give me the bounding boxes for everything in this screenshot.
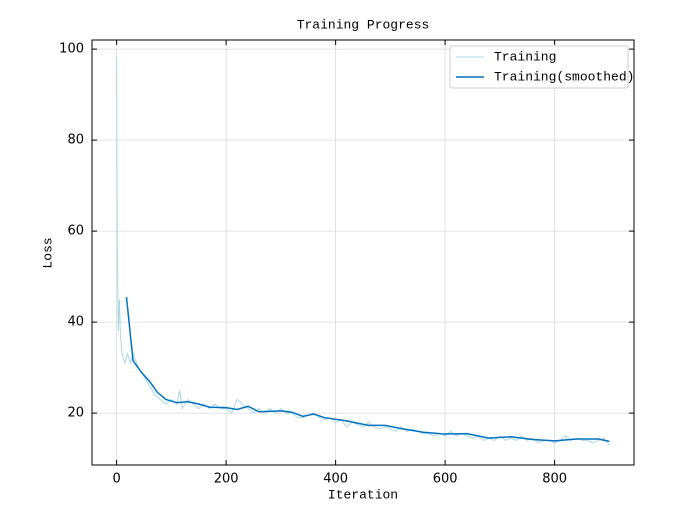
y-tick-label: 100 xyxy=(59,42,84,57)
legend-label: Training(smoothed) xyxy=(494,69,634,84)
legend-box xyxy=(449,45,629,89)
chart-title: Training Progress xyxy=(297,17,430,32)
x-axis-label: Iteration xyxy=(328,487,398,502)
x-tick-label: 800 xyxy=(542,472,567,487)
x-tick-label: 0 xyxy=(112,472,120,487)
x-tick-label: 600 xyxy=(433,472,458,487)
line xyxy=(125,297,610,443)
y-tick-label: 80 xyxy=(67,133,84,148)
y-tick-label: 20 xyxy=(67,406,84,421)
x-tick-label: 200 xyxy=(214,472,239,487)
line xyxy=(116,58,610,446)
y-tick-label: 60 xyxy=(67,224,84,239)
y-tick-label: 40 xyxy=(67,315,84,330)
y-axis-label: Loss xyxy=(40,237,55,268)
plot-frame xyxy=(91,39,635,466)
x-tick-label: 400 xyxy=(323,472,348,487)
legend-label: Training xyxy=(494,49,556,64)
